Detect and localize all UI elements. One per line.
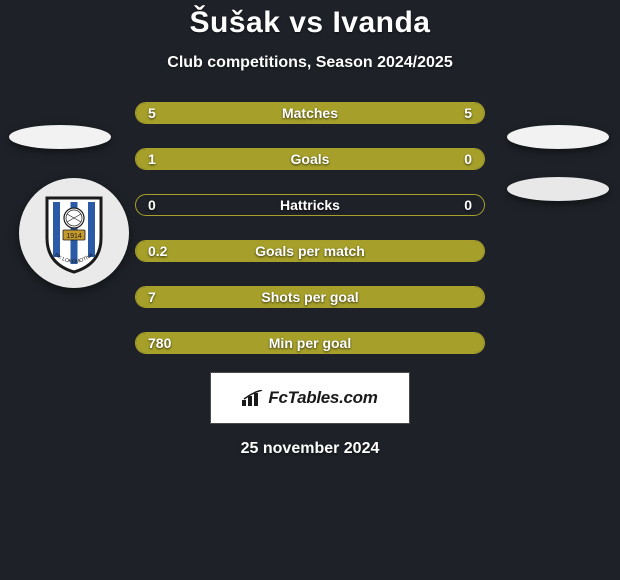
left-flag-placeholder (9, 125, 111, 149)
stat-label: Goals per match (255, 243, 365, 259)
stat-bar: 7 Shots per goal (135, 286, 485, 308)
stat-value-left: 7 (148, 289, 156, 305)
footer-logo-text: FcTables.com (268, 388, 377, 408)
stat-value-left: 0 (148, 197, 156, 213)
right-flag-placeholder-2 (507, 177, 609, 201)
stat-bar: 0 0 Hattricks (135, 194, 485, 216)
stat-bar: 5 5 Matches (135, 102, 485, 124)
right-flag-placeholder-1 (507, 125, 609, 149)
fctables-chart-icon (242, 390, 264, 406)
stat-label: Matches (282, 105, 338, 121)
stat-bar: 780 Min per goal (135, 332, 485, 354)
stat-value-right: 0 (464, 197, 472, 213)
stat-value-right: 0 (464, 151, 472, 167)
date: 25 november 2024 (241, 440, 380, 458)
stat-value-left: 0.2 (148, 243, 167, 259)
bar-fill-left (136, 149, 397, 169)
stat-label: Goals (291, 151, 330, 167)
stat-value-right: 5 (464, 105, 472, 121)
club-badge: 1914 NK LOKOMOTIVA (19, 178, 129, 288)
stat-bar: 0.2 Goals per match (135, 240, 485, 262)
shield-icon: 1914 NK LOKOMOTIVA (43, 192, 105, 274)
stat-bar: 1 0 Goals (135, 148, 485, 170)
badge-year: 1914 (66, 233, 82, 240)
stats-bars: 5 5 Matches 1 0 Goals 0 0 Hattricks 0.2 Goals per … (135, 102, 485, 354)
stat-value-left: 780 (148, 335, 171, 351)
stat-value-left: 1 (148, 151, 156, 167)
footer-logo: FcTables.com (210, 372, 410, 424)
stat-value-left: 5 (148, 105, 156, 121)
title: Šušak vs Ivanda (190, 6, 431, 40)
stat-label: Min per goal (269, 335, 351, 351)
subtitle: Club competitions, Season 2024/2025 (167, 54, 452, 72)
stat-label: Hattricks (280, 197, 340, 213)
stat-label: Shots per goal (261, 289, 358, 305)
